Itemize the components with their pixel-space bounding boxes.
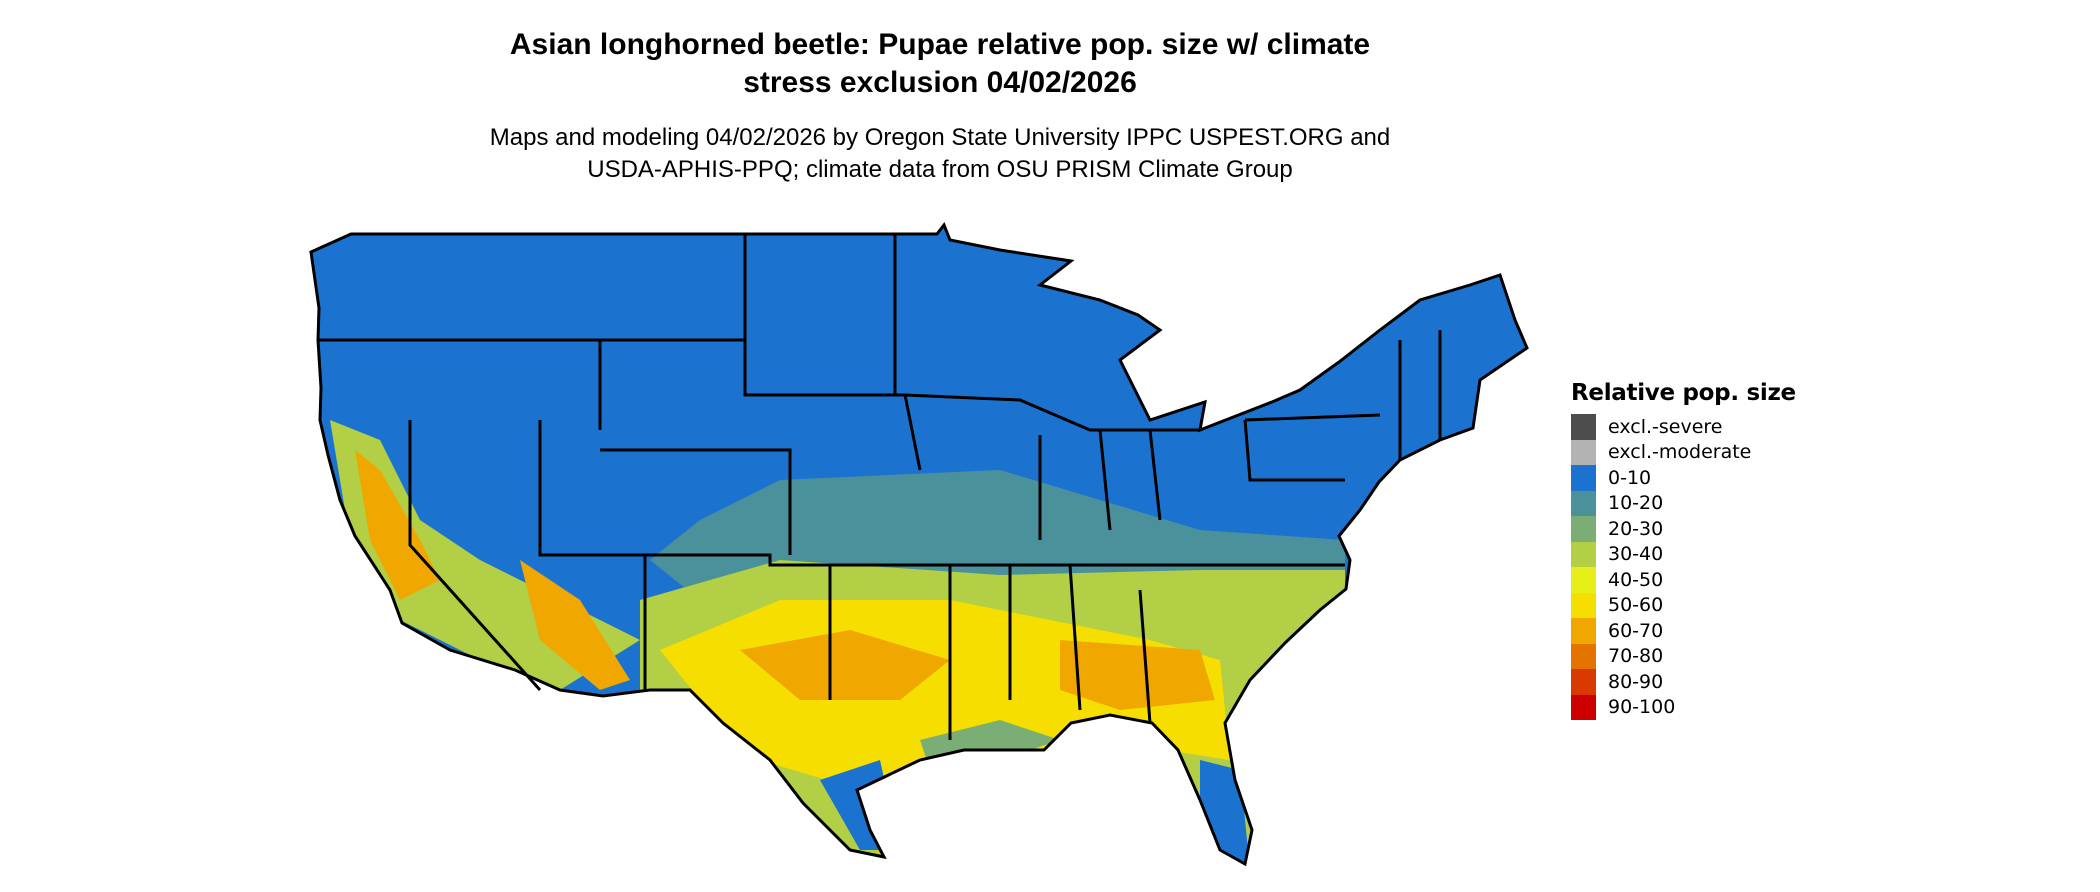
legend-title: Relative pop. size: [1571, 380, 1796, 406]
legend-item: excl.-moderate: [1571, 439, 1796, 465]
state-border: [1068, 564, 1082, 711]
legend-label: 0-10: [1608, 466, 1652, 489]
state-border: [1138, 589, 1152, 724]
state-border: [1098, 429, 1112, 531]
country-outline: [309, 222, 1529, 867]
legend-item: excl.-severe: [1571, 414, 1796, 440]
legend-swatch: [1571, 618, 1596, 644]
legend-item: 20-30: [1571, 516, 1796, 542]
legend-item: 30-40: [1571, 541, 1796, 567]
state-border: [538, 420, 647, 690]
legend-label: 70-80: [1608, 645, 1664, 668]
legend-swatch: [1571, 516, 1596, 542]
legend-swatch: [1571, 414, 1596, 440]
legend-item: 80-90: [1571, 669, 1796, 695]
legend-label: 40-50: [1608, 568, 1664, 591]
legend-label: excl.-moderate: [1608, 441, 1752, 464]
legend-label: excl.-severe: [1608, 415, 1723, 438]
zone-60-70-ca: [355, 450, 440, 600]
zone-60-70-ga: [1060, 640, 1215, 710]
legend-item: 10-20: [1571, 490, 1796, 516]
legend-item: 50-60: [1571, 592, 1796, 618]
legend-swatch: [1571, 541, 1596, 567]
state-border: [600, 448, 792, 555]
legend-item: 70-80: [1571, 643, 1796, 669]
legend: Relative pop. size excl.-severe excl.-mod…: [1571, 380, 1796, 720]
state-border: [408, 420, 542, 692]
legend-swatch: [1571, 592, 1596, 618]
legend-swatch: [1571, 567, 1596, 593]
legend-swatch: [1571, 490, 1596, 516]
map-title-line1: Asian longhorned beetle: Pupae relative …: [509, 28, 1371, 61]
state-border: [904, 393, 1200, 432]
map-subtitle-line2: USDA-APHIS-PPQ; climate data from OSU PR…: [587, 156, 1293, 183]
legend-item: 40-50: [1571, 567, 1796, 593]
legend-swatch: [1571, 694, 1596, 720]
map-subtitle-line1: Maps and modeling 04/02/2026 by Oregon S…: [489, 124, 1391, 151]
legend-label: 50-60: [1608, 594, 1664, 617]
legend-swatch: [1571, 465, 1596, 491]
legend-swatch: [1571, 439, 1596, 465]
zone-60-70-tx: [740, 630, 950, 700]
state-border: [1243, 419, 1345, 482]
state-border: [1148, 429, 1162, 521]
legend-label: 60-70: [1608, 619, 1664, 642]
legend-item: 0-10: [1571, 465, 1796, 491]
legend-swatch: [1571, 669, 1596, 695]
legend-label: 10-20: [1608, 492, 1664, 515]
legend-label: 90-100: [1608, 696, 1676, 719]
legend-label: 80-90: [1608, 670, 1664, 693]
state-border: [1244, 413, 1381, 422]
legend-label: 30-40: [1608, 543, 1664, 566]
zone-60-70-az: [520, 560, 630, 690]
legend-swatch: [1571, 643, 1596, 669]
legend-item: 90-100: [1571, 694, 1796, 720]
legend-item: 60-70: [1571, 618, 1796, 644]
legend-label: 20-30: [1608, 517, 1664, 540]
map-title-line2: stress exclusion 04/02/2026: [743, 66, 1137, 99]
